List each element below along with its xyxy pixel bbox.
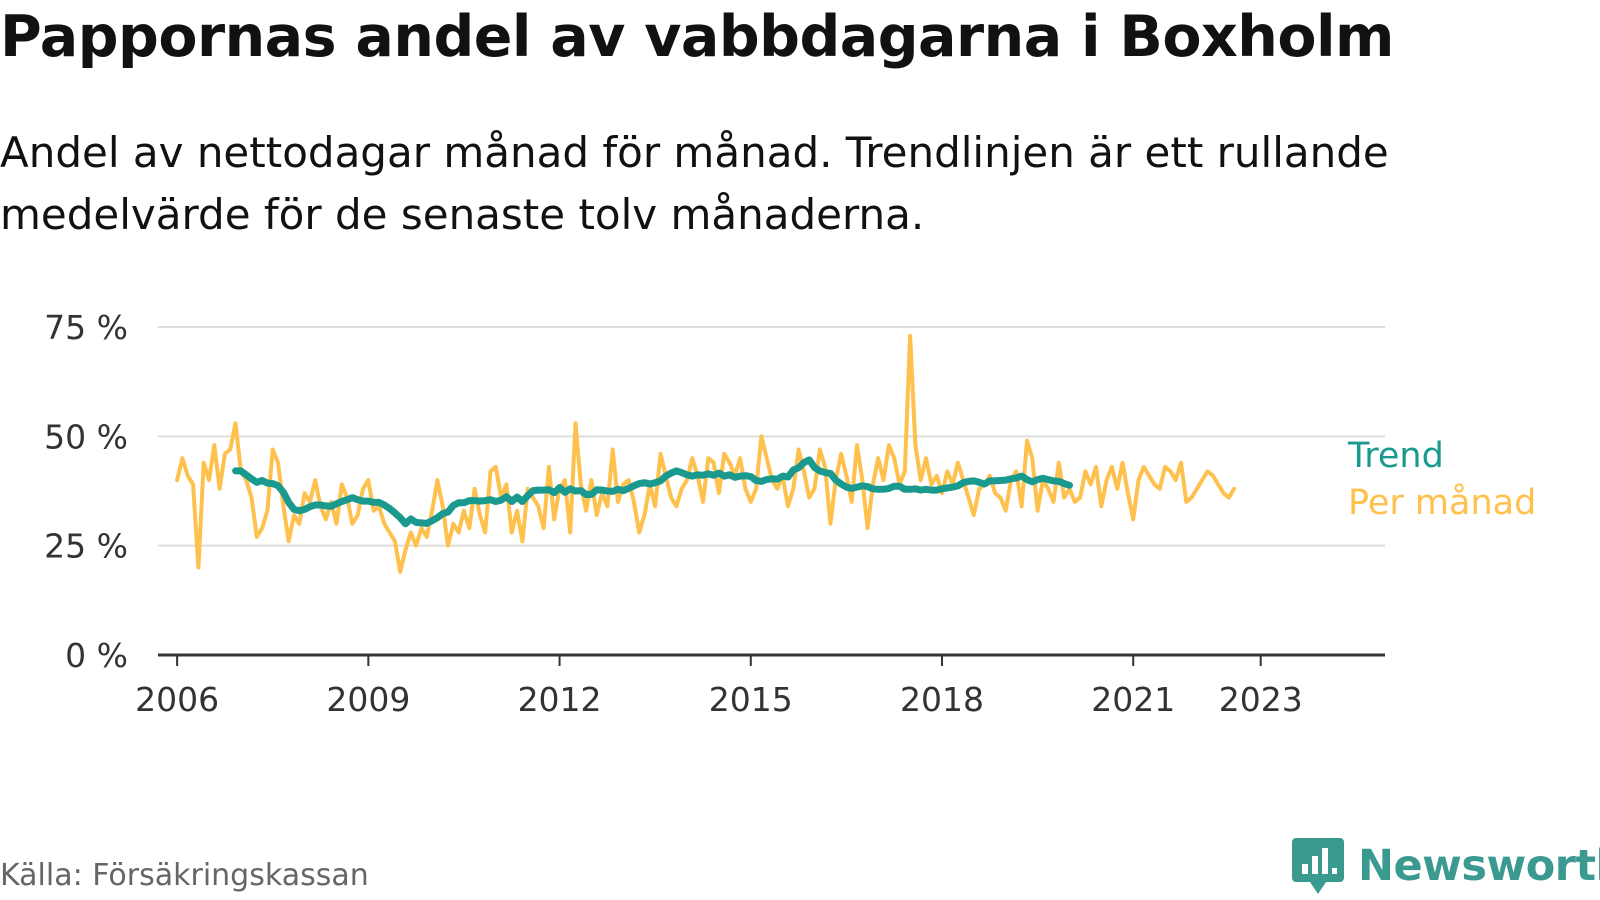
brand-name: Newsworthy: [1358, 841, 1600, 891]
newsworthy-logo-icon: [1292, 838, 1344, 894]
x-tick-label: 2023: [1219, 680, 1303, 719]
x-tick-label: 2012: [518, 680, 602, 719]
brand-logo: Newsworthy: [1292, 838, 1600, 894]
legend-label-monthly: Per månad: [1348, 482, 1536, 523]
source-note: Källa: Försäkringskassan: [0, 858, 369, 893]
legend-layer: Per månad Trend: [1347, 436, 1536, 523]
grid-layer: [158, 326, 1385, 547]
x-tick-label: 2018: [900, 680, 984, 719]
x-tick-label: 2006: [135, 680, 219, 719]
legend-label-trend: Trend: [1347, 436, 1444, 476]
series-layer: [175, 333, 1237, 574]
x-tick-label: 2015: [709, 680, 793, 719]
y-tick-label: 50 %: [44, 417, 128, 456]
y-tick-label: 75 %: [44, 308, 128, 347]
y-tick-label: 25 %: [44, 527, 128, 566]
y-tick-label: 0 %: [65, 636, 128, 675]
chart-subtitle: Andel av nettodagar månad för månad. Tre…: [0, 128, 1389, 239]
x-tick-label: 2021: [1091, 680, 1175, 719]
x-tick-label: 2009: [326, 680, 410, 719]
chart-title: Pappornas andel av vabbdagarna i Boxholm: [0, 4, 1394, 70]
series-line-trend: [232, 456, 1073, 528]
series-line-monthly: [175, 333, 1237, 574]
axis-layer: 0 % 25 % 50 % 75 % 2006 2009 2012 2015 2018 2021 2…: [44, 308, 1385, 719]
